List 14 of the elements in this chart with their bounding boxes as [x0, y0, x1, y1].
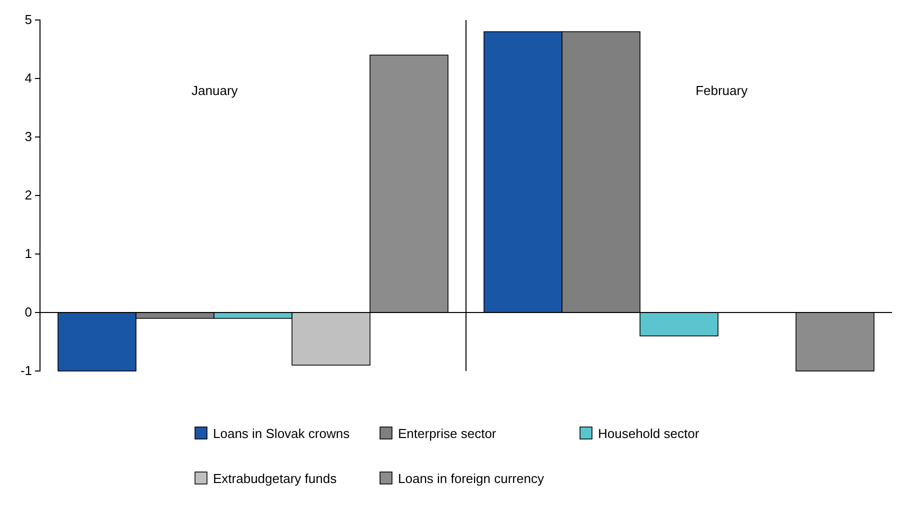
legend-label: Extrabudgetary funds — [213, 471, 338, 486]
legend-label: Enterprise sector — [398, 426, 497, 441]
y-tick-label: -1 — [20, 363, 32, 378]
legend-label: Loans in Slovak crowns — [213, 426, 350, 441]
legend-label: Loans in foreign currency — [398, 471, 544, 486]
y-tick-label: 1 — [24, 246, 32, 262]
y-tick-label: 4 — [24, 70, 32, 86]
y-tick-label: 0 — [24, 304, 32, 320]
x-tick-label: February — [696, 83, 748, 98]
legend-label: Household sector — [598, 426, 700, 441]
y-tick-label: 2 — [24, 188, 32, 203]
y-tick-label: 5 — [24, 12, 32, 28]
x-tick-label: January — [192, 83, 238, 98]
y-tick-label: 3 — [24, 129, 32, 144]
